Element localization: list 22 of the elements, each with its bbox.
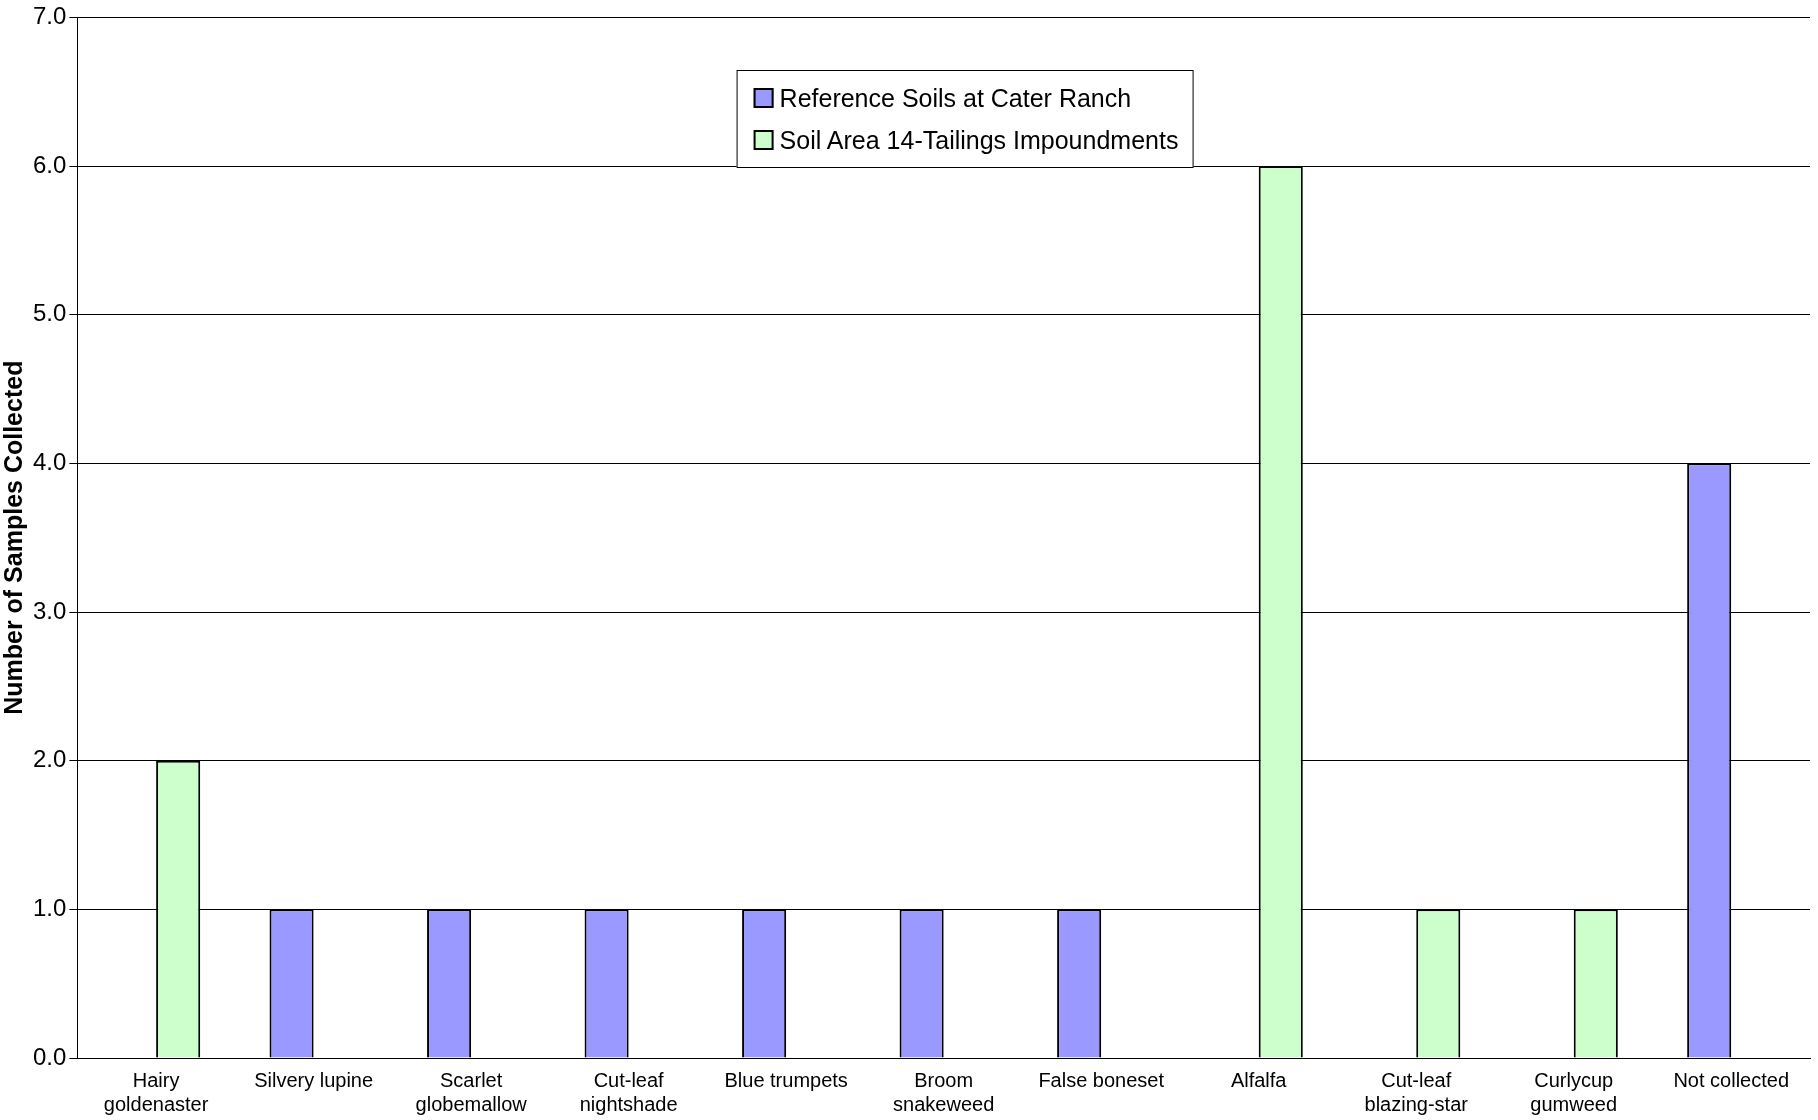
y-tick-label: 7.0 — [32, 2, 67, 30]
x-tick-label: Broom snakeweed — [893, 1068, 995, 1115]
x-tick-label: Silvery lupine — [254, 1068, 374, 1091]
y-tick-label: 6.0 — [32, 150, 67, 178]
y-tick-label: 3.0 — [32, 596, 67, 624]
x-tick-label: Not collected — [1673, 1068, 1790, 1091]
x-tick-label: Alfalfa — [1230, 1068, 1288, 1091]
y-tick-label: 5.0 — [32, 299, 67, 327]
x-tick-label: Scarlet globemallow — [415, 1068, 528, 1115]
legend-label: Soil Area 14-Tailings Impoundments — [779, 125, 1179, 156]
y-tick-label: 0.0 — [32, 1042, 67, 1070]
x-tick-label: False boneset — [1038, 1068, 1165, 1091]
y-tick-label: 2.0 — [32, 745, 67, 773]
x-tick-label: Blue trumpets — [724, 1068, 848, 1091]
legend-label: Reference Soils at Cater Ranch — [779, 83, 1132, 114]
y-axis-title: Number of Samples Collected — [0, 360, 27, 715]
x-tick-label: Cut-leaf blazing-star — [1364, 1068, 1469, 1115]
y-tick-label: 1.0 — [32, 893, 67, 921]
x-tick-label: Cut-leaf nightshade — [579, 1068, 678, 1115]
y-tick-label: 4.0 — [32, 448, 67, 475]
x-tick-label: Curlycup gumweed — [1530, 1068, 1618, 1115]
x-tick-label: Hairy goldenaster — [103, 1068, 209, 1115]
